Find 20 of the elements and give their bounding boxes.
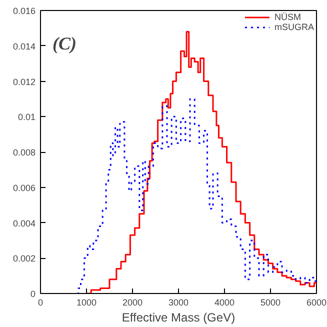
legend-label: NÜSM <box>274 12 301 22</box>
y-tick-label: 0.01 <box>18 112 36 122</box>
annotation: (C) <box>52 34 76 54</box>
y-tick-label: 0.012 <box>12 76 36 87</box>
legend-label: mSUGRA <box>274 22 314 32</box>
x-tick-label: 3000 <box>168 298 189 308</box>
x-tick-label: 2000 <box>122 298 143 308</box>
y-tick-label: 0 <box>30 289 36 299</box>
y-tick-label: 0.008 <box>12 148 36 158</box>
x-tick-label: 5000 <box>260 298 281 308</box>
x-tick-label: 1000 <box>76 298 97 308</box>
y-tick-label: 0.002 <box>12 254 36 264</box>
x-tick-label: 4000 <box>214 298 235 308</box>
y-tick-label: 0.006 <box>12 182 36 193</box>
y-tick-label: 0.016 <box>12 6 36 16</box>
x-axis-title: Effective Mass (GeV) <box>122 310 236 324</box>
x-tick-label: 0 <box>38 298 44 308</box>
y-tick-label: 0.004 <box>12 218 36 228</box>
y-tick-label: 0.014 <box>12 41 36 52</box>
x-tick-label: 6000 <box>306 298 327 308</box>
